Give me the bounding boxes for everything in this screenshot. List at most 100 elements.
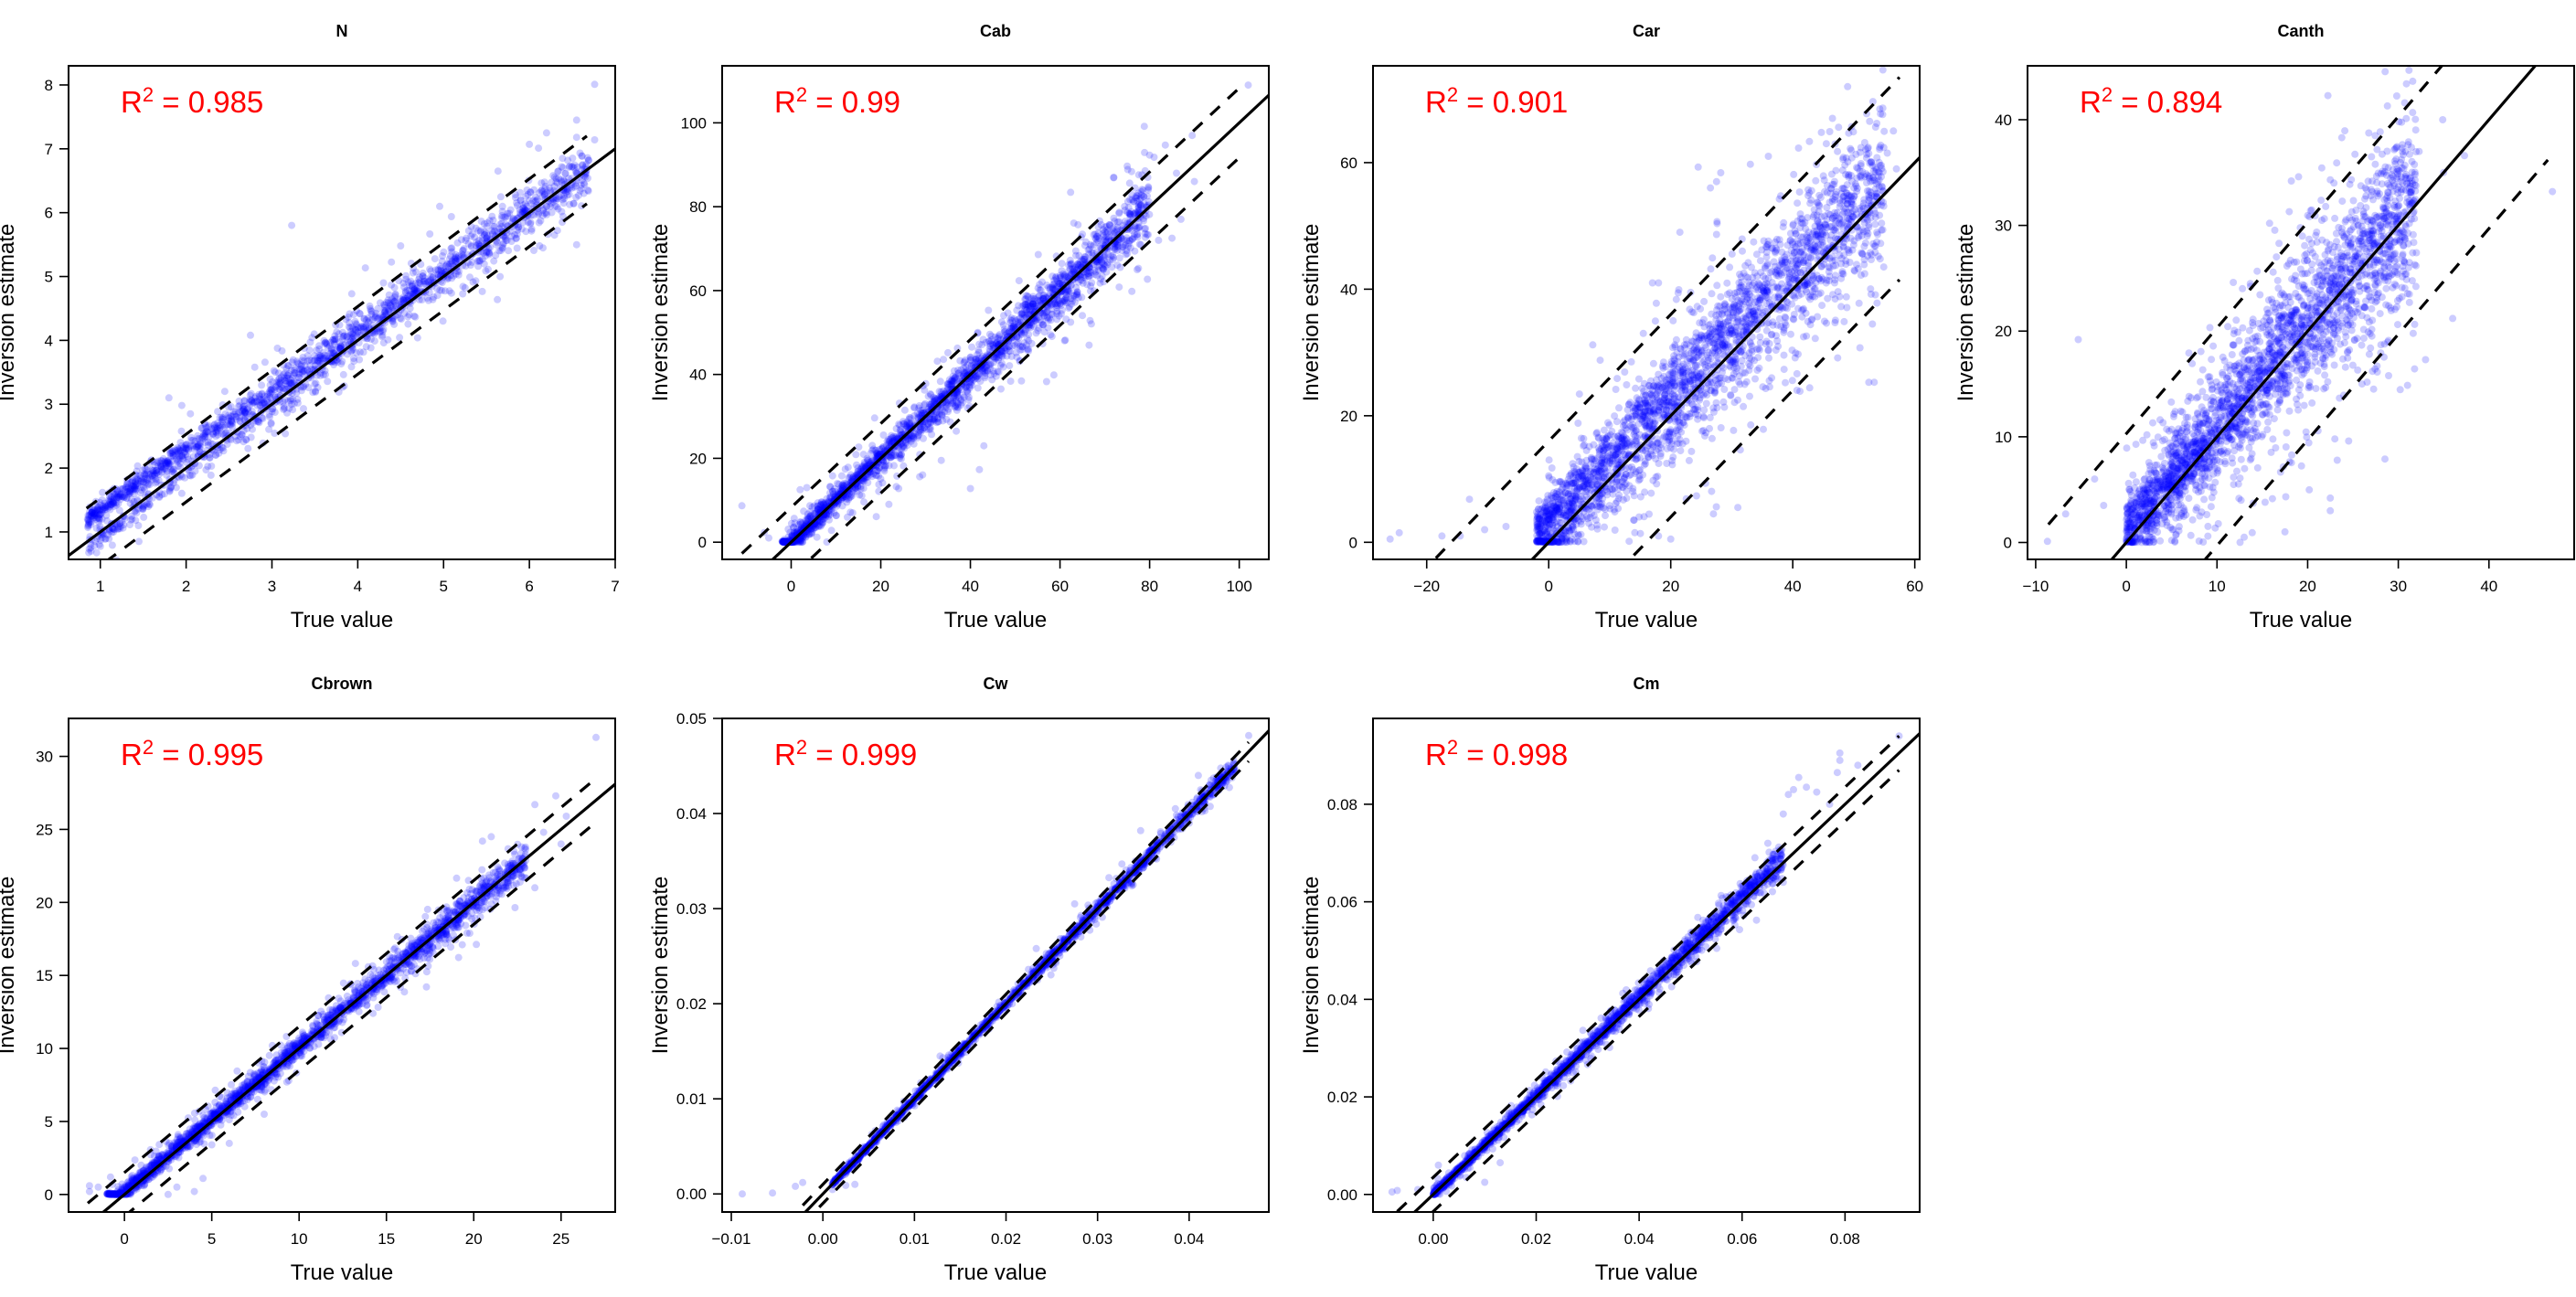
data-point — [226, 420, 234, 429]
data-point — [407, 277, 415, 285]
data-point — [248, 397, 256, 405]
data-point — [317, 355, 325, 363]
data-point — [995, 334, 1003, 342]
data-point — [254, 416, 262, 424]
data-point — [1047, 302, 1055, 309]
data-point — [781, 537, 788, 546]
data-point — [420, 280, 428, 288]
data-point — [531, 197, 539, 206]
data-point — [1061, 288, 1070, 296]
data-point — [347, 363, 356, 371]
data-point — [145, 481, 154, 489]
data-point — [327, 345, 335, 353]
data-point — [1009, 324, 1017, 332]
data-point — [388, 258, 396, 266]
data-point — [952, 401, 960, 409]
data-point — [572, 182, 580, 190]
data-point — [442, 262, 450, 271]
data-point — [1782, 378, 1789, 387]
data-point — [1073, 288, 1081, 296]
data-point — [149, 472, 156, 479]
data-point — [152, 475, 160, 484]
data-point — [1021, 301, 1029, 309]
data-point — [92, 524, 101, 532]
data-point — [997, 318, 1006, 326]
data-point — [790, 515, 798, 523]
data-point — [149, 469, 157, 477]
data-point — [552, 196, 560, 204]
data-point — [1056, 299, 1064, 307]
data-point — [819, 516, 827, 524]
data-point — [399, 279, 408, 287]
data-point — [451, 254, 459, 262]
data-point — [122, 494, 131, 503]
data-point — [960, 393, 968, 401]
data-point — [98, 534, 106, 542]
data-point — [240, 405, 248, 413]
data-point — [474, 257, 482, 265]
data-point — [910, 430, 919, 438]
data-point — [1034, 296, 1042, 304]
data-point — [557, 191, 565, 199]
data-point — [931, 409, 940, 417]
data-point — [425, 288, 433, 296]
data-point — [537, 186, 545, 195]
data-point — [291, 399, 298, 408]
data-point — [139, 505, 147, 514]
data-point — [90, 512, 98, 520]
data-point — [825, 497, 833, 505]
data-point — [410, 312, 419, 320]
data-point — [1168, 234, 1176, 242]
data-point — [182, 441, 190, 449]
data-point — [582, 160, 591, 168]
data-point — [215, 449, 223, 457]
data-point — [389, 296, 398, 304]
data-point — [1115, 208, 1123, 217]
data-point — [298, 367, 306, 375]
data-point — [90, 509, 98, 517]
data-point — [1102, 239, 1110, 246]
data-point — [906, 420, 913, 428]
data-point — [310, 352, 318, 360]
data-point — [908, 431, 916, 440]
data-point — [473, 238, 481, 246]
data-point — [780, 538, 788, 547]
data-point — [826, 511, 835, 519]
data-point — [1134, 207, 1142, 216]
data-point — [814, 505, 823, 513]
data-point — [805, 514, 814, 522]
data-point — [219, 431, 228, 439]
data-point — [890, 452, 899, 459]
data-point — [367, 308, 376, 315]
data-point — [384, 296, 392, 304]
data-point — [180, 449, 188, 457]
data-point — [218, 421, 226, 430]
data-point — [779, 537, 787, 546]
data-point — [400, 309, 409, 317]
data-point — [235, 397, 243, 405]
data-point — [287, 379, 295, 388]
data-point — [825, 510, 833, 518]
data-point — [438, 257, 446, 265]
data-point — [141, 474, 149, 483]
data-point — [91, 508, 100, 516]
data-point — [1049, 371, 1058, 379]
data-point — [179, 453, 186, 462]
data-point — [329, 349, 337, 357]
data-point — [213, 426, 221, 433]
data-point — [966, 353, 974, 361]
data-point — [181, 448, 188, 456]
data-point — [831, 487, 839, 495]
data-point — [1056, 280, 1064, 288]
data-point — [1094, 223, 1102, 231]
data-point — [141, 464, 149, 473]
data-point — [1035, 324, 1043, 332]
data-point — [579, 162, 587, 169]
data-point — [323, 339, 331, 347]
data-point — [814, 505, 822, 514]
data-point — [954, 400, 963, 409]
data-point — [314, 359, 322, 367]
data-point — [388, 281, 396, 289]
data-point — [136, 474, 144, 483]
data-point — [1011, 342, 1019, 350]
